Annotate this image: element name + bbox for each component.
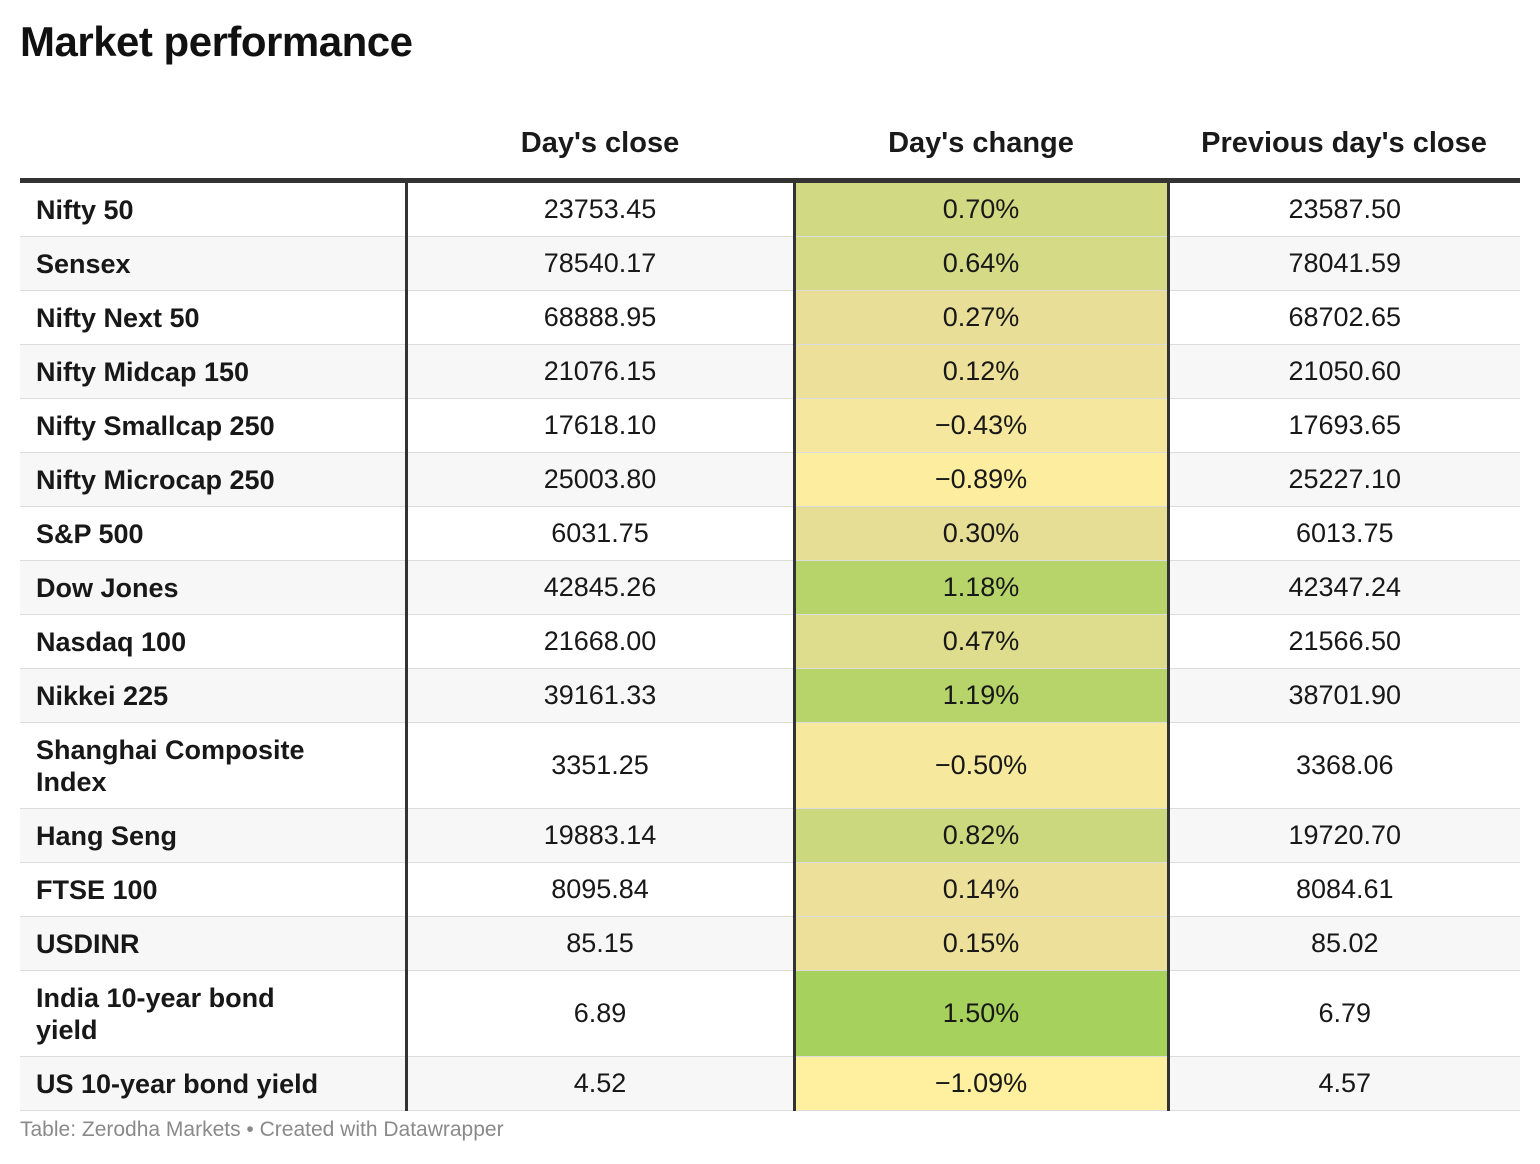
row-days-change: 0.47% [794,614,1170,669]
row-days-change: 1.50% [794,970,1170,1057]
source-note: Table: Zerodha Markets • Created with Da… [20,1118,504,1141]
table-row: Nifty 50 23753.45 0.70% 23587.50 [20,180,1520,237]
row-days-close: 6031.75 [406,506,796,561]
row-days-close: 3351.25 [406,722,796,809]
row-previous-close: 78041.59 [1168,236,1520,291]
row-name: Shanghai Composite Index [20,722,408,809]
table-row: Dow Jones 42845.26 1.18% 42347.24 [20,560,1520,615]
row-days-close: 19883.14 [406,808,796,863]
row-previous-close: 23587.50 [1168,180,1520,237]
table-row: Nifty Smallcap 250 17618.10 −0.43% 17693.65 [20,398,1520,453]
row-days-close: 23753.45 [406,180,796,237]
row-name: India 10-year bond yield [20,970,408,1057]
row-previous-close: 42347.24 [1168,560,1520,615]
row-days-close: 85.15 [406,916,796,971]
table-row: Nifty Microcap 250 25003.80 −0.89% 25227.10 [20,452,1520,507]
table-row: FTSE 100 8095.84 0.14% 8084.61 [20,862,1520,917]
row-days-change: −0.89% [794,452,1170,507]
row-days-change: 0.70% [794,180,1170,237]
table-row: Nasdaq 100 21668.00 0.47% 21566.50 [20,614,1520,669]
row-previous-close: 6.79 [1168,970,1520,1057]
table-row: Sensex 78540.17 0.64% 78041.59 [20,236,1520,291]
table-row: India 10-year bond yield 6.89 1.50% 6.79 [20,970,1520,1057]
row-days-change: 0.64% [794,236,1170,291]
table-body: Nifty 50 23753.45 0.70% 23587.50 Sensex 78540… [20,180,1520,1111]
row-name: Nifty Next 50 [20,290,408,345]
row-days-change: 1.18% [794,560,1170,615]
row-name: Sensex [20,236,408,291]
header-previous-close: Previous day's close [1168,108,1520,183]
row-days-close: 21076.15 [406,344,796,399]
row-days-change: 0.30% [794,506,1170,561]
row-days-change: 0.14% [794,862,1170,917]
row-days-close: 21668.00 [406,614,796,669]
row-days-change: 1.19% [794,668,1170,723]
row-name: Nasdaq 100 [20,614,408,669]
page-title: Market performance [20,18,413,65]
row-name: USDINR [20,916,408,971]
row-name: Nifty Microcap 250 [20,452,408,507]
table-row: S&P 500 6031.75 0.30% 6013.75 [20,506,1520,561]
row-name: US 10-year bond yield [20,1056,408,1111]
row-days-close: 6.89 [406,970,796,1057]
row-days-close: 39161.33 [406,668,796,723]
row-previous-close: 68702.65 [1168,290,1520,345]
row-name: FTSE 100 [20,862,408,917]
row-previous-close: 85.02 [1168,916,1520,971]
row-previous-close: 3368.06 [1168,722,1520,809]
table-row: Nikkei 225 39161.33 1.19% 38701.90 [20,668,1520,723]
table-row: US 10-year bond yield 4.52 −1.09% 4.57 [20,1056,1520,1111]
row-previous-close: 17693.65 [1168,398,1520,453]
row-days-change: 0.12% [794,344,1170,399]
row-days-close: 4.52 [406,1056,796,1111]
row-previous-close: 25227.10 [1168,452,1520,507]
row-days-close: 42845.26 [406,560,796,615]
table-header-row: Day's close Day's change Previous day's … [20,108,1520,183]
row-previous-close: 8084.61 [1168,862,1520,917]
row-days-change: −1.09% [794,1056,1170,1111]
row-previous-close: 21050.60 [1168,344,1520,399]
row-days-close: 68888.95 [406,290,796,345]
header-days-close: Day's close [406,108,794,183]
row-name: Hang Seng [20,808,408,863]
row-days-change: 0.27% [794,290,1170,345]
table-row: USDINR 85.15 0.15% 85.02 [20,916,1520,971]
row-name: S&P 500 [20,506,408,561]
row-previous-close: 6013.75 [1168,506,1520,561]
row-days-close: 8095.84 [406,862,796,917]
market-table: Day's close Day's change Previous day's … [20,108,1520,1111]
header-days-change: Day's change [794,108,1168,183]
row-previous-close: 4.57 [1168,1056,1520,1111]
row-days-change: −0.50% [794,722,1170,809]
row-days-change: 0.82% [794,808,1170,863]
row-days-close: 25003.80 [406,452,796,507]
table-row: Hang Seng 19883.14 0.82% 19720.70 [20,808,1520,863]
row-name: Dow Jones [20,560,408,615]
row-name: Nifty 50 [20,180,408,237]
row-name: Nifty Midcap 150 [20,344,408,399]
row-previous-close: 38701.90 [1168,668,1520,723]
row-previous-close: 21566.50 [1168,614,1520,669]
table-row: Nifty Next 50 68888.95 0.27% 68702.65 [20,290,1520,345]
row-name: Nifty Smallcap 250 [20,398,408,453]
row-name: Nikkei 225 [20,668,408,723]
row-days-change: 0.15% [794,916,1170,971]
table-row: Nifty Midcap 150 21076.15 0.12% 21050.60 [20,344,1520,399]
row-days-change: −0.43% [794,398,1170,453]
table-row: Shanghai Composite Index 3351.25 −0.50% 336… [20,722,1520,809]
row-days-close: 78540.17 [406,236,796,291]
header-name [20,108,406,183]
row-previous-close: 19720.70 [1168,808,1520,863]
row-days-close: 17618.10 [406,398,796,453]
